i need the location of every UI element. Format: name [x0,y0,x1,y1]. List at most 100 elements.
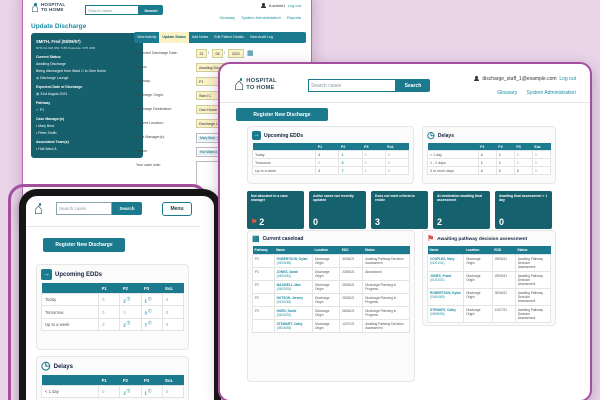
record-tab[interactable]: View Audit Log [249,35,273,39]
record-tab[interactable]: Update Status [159,32,189,43]
stat-cell[interactable]: 7 [338,166,363,175]
user-icon [260,3,266,9]
stat-cell[interactable]: 0 [119,305,142,319]
patient-link[interactable]: COUPLES, Mary [430,257,455,261]
stat-cell[interactable]: 2 [119,317,142,332]
stat-cell[interactable]: 0 [98,292,121,307]
stat-cell[interactable]: 0 [513,158,533,167]
stat-tile[interactable]: At destination awaiting final assessment… [433,191,490,229]
stat-cell[interactable]: 2 [315,150,340,159]
patient-link[interactable]: ROBERTSON, Dylan [430,291,461,295]
logout-link[interactable]: Log out [287,3,301,8]
patient-link[interactable]: JONES, Frank [430,274,452,278]
patient-link[interactable]: STEWART, Cathy [276,322,303,326]
patient-link[interactable]: STEWART, Cathy [430,308,456,312]
search-button[interactable]: Search [112,202,142,215]
col-header: EoL [162,283,184,294]
case-manager-item: Peter Smith [36,130,138,137]
patient-link[interactable]: HURD, David [276,309,297,313]
stat-cell[interactable]: 2 [477,166,497,175]
pathway-cell: P2 [252,254,275,268]
register-new-discharge-button[interactable]: Register New Discharge [236,108,328,121]
stat-cell[interactable]: 0 [531,158,552,167]
stat-cell[interactable]: 0 [513,150,533,159]
table-row: P2 HURD, David (04/03/32) Discharge Origi… [252,306,410,320]
table-row: P2 ROBERTSON, Dylan (03/04/65) Discharge … [252,254,410,268]
register-new-discharge-button[interactable]: Register New Discharge [43,238,125,252]
username: discharge_staff_1@example.com [482,76,557,82]
stat-tile[interactable]: Not allocated to a case manager ⚑ 2 [247,191,304,229]
col-header: P1 [98,375,120,386]
status-cell: Awaiting Pathway Decision Assessment [362,319,410,333]
stat-cell[interactable]: 2 [119,384,142,399]
logout-link[interactable]: Log out [559,76,576,82]
stat-cell[interactable]: 0 [384,150,410,159]
stat-tile[interactable]: Active cases not recently updated 0 [309,191,366,229]
card-title: Current caseload [262,236,304,242]
stat-cell[interactable]: 0 [98,317,121,332]
stat-cell[interactable]: 0 [98,305,121,319]
stat-cell[interactable]: 1 [140,292,163,307]
record-tab[interactable]: Edit Patient Details [214,35,244,39]
stat-cell[interactable]: 0 [384,166,410,175]
stat-value: 2 [259,217,265,227]
row-label: Tomorrow [40,305,100,319]
stat-cell[interactable]: 2 [513,166,533,175]
stat-cell[interactable]: 0 [315,158,340,167]
stat-cell[interactable]: 2 [477,150,497,159]
nav-reports[interactable]: Reports [286,15,301,20]
record-tab[interactable]: Add Notes [191,35,209,39]
search-button[interactable]: Search [396,79,430,92]
stat-cell[interactable]: 0 [531,166,552,175]
stat-cell[interactable]: 0 [161,292,185,307]
stat-cell[interactable]: 0 [161,305,185,319]
stat-cell[interactable]: 3 [140,305,163,319]
record-tab[interactable]: View Activity [137,35,157,39]
nav-system-administration[interactable]: System Administration [241,15,281,20]
stat-cell[interactable]: 1 [140,384,163,399]
nav-system-administration[interactable]: System Administration [526,90,576,96]
edd-cell: 29/06/21 [491,271,516,289]
stat-cell[interactable]: 3 [338,158,363,167]
patient-link[interactable]: ROBERTSON, Dylan [276,257,308,261]
search-input[interactable] [56,202,112,215]
nav-glossary[interactable]: Glossary [219,15,236,20]
stat-tile[interactable]: Awaiting final assessment > 1 day 0 [495,191,552,229]
patient-link[interactable]: HUTSON, Jeremy [276,296,304,300]
patient-link[interactable]: JONES, Sarah [276,270,299,274]
stat-label: Not allocated to a case manager [251,194,288,203]
search-input[interactable] [85,5,139,15]
stat-cell[interactable]: 0 [161,384,185,399]
edd-month-input[interactable]: 08 [212,49,223,58]
menu-button[interactable]: Menu [162,202,192,216]
stat-cell[interactable]: 0 [361,158,386,167]
stat-cell[interactable]: 7 [140,317,163,332]
stat-cell[interactable]: 1 [495,150,515,159]
edd-day-input[interactable]: 31 [196,49,207,58]
col-header: P3 [141,375,163,386]
stat-tile[interactable]: Does not meet criteria to reside 3 [371,191,428,229]
stat-cell[interactable]: 2 [495,166,515,175]
stat-cell[interactable]: 0 [531,150,552,159]
search-input[interactable] [308,79,396,92]
stat-cell[interactable]: 1 [477,158,497,167]
stat-cell[interactable]: 0 [98,384,121,399]
stat-cell[interactable]: 0 [361,150,386,159]
stat-cell[interactable]: 1 [338,150,363,159]
table-row: P2 HUTSON, Jeremy (01/02/45) Discharge Or… [252,293,410,307]
stat-cell[interactable]: 0 [384,158,410,167]
stat-cell[interactable]: 2 [119,292,142,307]
edd-year-input[interactable]: 2021 [228,49,244,58]
stat-cell[interactable]: 0 [361,166,386,175]
stat-cell[interactable]: 2 [315,166,340,175]
nav-glossary[interactable]: Glossary [497,90,518,96]
table-row: Tomorrow 0 0 3 0 [40,305,185,319]
associated-teams-label: Associated Team(s) [36,140,69,144]
stat-cell[interactable]: 0 [161,317,185,332]
patient-link[interactable]: MAXWELL, Max [276,283,301,287]
stat-cell[interactable]: 1 [495,158,515,167]
search-button[interactable]: Search [139,5,163,15]
remove-tag-icon[interactable]: × [217,136,219,140]
datepicker-icon[interactable]: ▦ [247,50,254,57]
